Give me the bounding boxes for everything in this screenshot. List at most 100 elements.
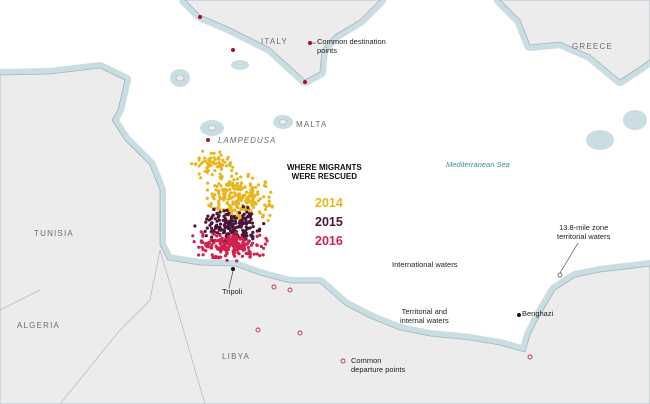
rescue-point-2014 xyxy=(262,195,266,199)
rescue-point-2015 xyxy=(224,212,228,216)
rescue-point-2015 xyxy=(218,210,222,214)
label-tunisia: TUNISIA xyxy=(34,229,74,238)
rescue-point-2016 xyxy=(237,245,241,249)
rescue-point-2014 xyxy=(248,191,252,195)
rescue-point-2014 xyxy=(230,209,234,213)
rescue-point-2014 xyxy=(267,195,271,199)
rescue-point-2015 xyxy=(237,211,242,215)
rescue-point-2014 xyxy=(244,199,248,203)
rescue-point-2014 xyxy=(234,171,239,176)
rescue-point-2014 xyxy=(210,173,214,177)
rescue-point-2014 xyxy=(264,207,268,212)
rescue-point-2014 xyxy=(251,176,255,180)
rescue-point-2014 xyxy=(262,184,266,188)
departure-point xyxy=(340,358,346,364)
rescue-point-2014 xyxy=(197,164,201,168)
rescue-point-2016 xyxy=(225,258,229,262)
rescue-point-2016 xyxy=(201,234,205,238)
rescue-point-2014 xyxy=(207,158,211,162)
rescue-point-2014 xyxy=(266,218,270,223)
rescue-point-2014 xyxy=(205,196,209,200)
rescue-point-2016 xyxy=(261,253,265,257)
rescue-point-2014 xyxy=(241,186,245,190)
rescue-point-2015 xyxy=(250,221,254,225)
rescue-point-2014 xyxy=(258,211,262,215)
label-international-waters: International waters xyxy=(392,260,458,269)
rescue-point-2016 xyxy=(235,259,239,263)
rescue-point-2015 xyxy=(229,216,233,221)
label-greece: GREECE xyxy=(572,42,613,51)
rescue-point-2016 xyxy=(212,255,216,260)
rescue-point-2014 xyxy=(218,172,222,176)
rescue-point-2014 xyxy=(235,204,239,208)
rescue-point-2014 xyxy=(239,186,243,190)
rescue-point-2014 xyxy=(261,215,265,219)
rescue-point-2016 xyxy=(258,254,262,258)
rescue-point-2016 xyxy=(214,244,218,248)
rescue-point-2016 xyxy=(258,233,262,237)
rescue-point-2016 xyxy=(215,234,219,238)
rescue-point-2014 xyxy=(253,201,257,205)
rescue-point-2014 xyxy=(256,190,260,194)
rescue-point-2014 xyxy=(239,207,243,211)
rescue-point-2015 xyxy=(204,220,208,224)
rescue-point-2016 xyxy=(192,240,196,244)
rescue-point-2015 xyxy=(241,222,245,226)
rescue-point-2014 xyxy=(267,203,271,208)
label-lampedusa: LAMPEDUSA xyxy=(218,136,277,145)
rescue-point-2014 xyxy=(218,207,222,211)
rescue-point-2015 xyxy=(248,212,252,216)
rescue-point-2014 xyxy=(212,151,216,155)
rescue-point-2016 xyxy=(225,241,229,245)
rescue-point-2014 xyxy=(229,196,233,200)
rescue-point-2014 xyxy=(242,194,246,198)
destination-point xyxy=(206,138,210,142)
tripoli-marker xyxy=(231,267,235,271)
rescue-point-2015 xyxy=(246,206,250,210)
rescue-point-2015 xyxy=(230,223,234,227)
rescue-point-2016 xyxy=(265,239,269,243)
rescue-point-2014 xyxy=(197,158,201,162)
rescue-point-2016 xyxy=(243,242,247,246)
rescue-point-2014 xyxy=(233,191,237,195)
rescue-point-2016 xyxy=(223,237,227,241)
rescue-point-2014 xyxy=(264,204,268,209)
rescue-point-2014 xyxy=(230,169,234,173)
rescue-point-2014 xyxy=(214,188,218,192)
rescue-point-2015 xyxy=(210,215,214,219)
rescue-point-2015 xyxy=(222,214,226,218)
rescue-point-2015 xyxy=(209,230,213,234)
rescue-point-2015 xyxy=(210,221,214,225)
rescue-point-2015 xyxy=(241,228,245,232)
rescue-point-2014 xyxy=(251,189,255,193)
rescue-point-2016 xyxy=(259,244,263,249)
rescue-point-2014 xyxy=(222,192,226,197)
rescue-point-2014 xyxy=(227,194,231,198)
rescue-point-2015 xyxy=(235,225,239,229)
rescue-point-2016 xyxy=(263,242,267,246)
rescue-point-2015 xyxy=(227,211,231,215)
rescue-point-2014 xyxy=(232,178,236,182)
rescue-point-2015 xyxy=(243,216,247,220)
italy-land xyxy=(184,0,381,81)
rescue-point-2014 xyxy=(213,193,217,197)
leader-lines xyxy=(228,42,579,289)
rescue-point-2015 xyxy=(251,235,255,239)
rescue-point-2014 xyxy=(263,180,267,184)
rescue-point-2016 xyxy=(216,247,220,251)
rescue-point-2014 xyxy=(231,165,235,169)
rescue-point-2015 xyxy=(217,228,221,232)
rescue-point-2014 xyxy=(245,190,249,194)
rescue-point-2015 xyxy=(215,231,219,235)
rescue-point-2014 xyxy=(229,191,233,195)
rescue-point-2015 xyxy=(247,220,251,224)
rescue-point-2014 xyxy=(218,195,222,199)
rescue-point-2016 xyxy=(210,243,214,247)
rescue-point-2014 xyxy=(201,149,205,153)
rescue-point-2014 xyxy=(209,151,213,155)
rescue-point-2014 xyxy=(204,159,208,163)
rescue-point-2016 xyxy=(223,254,228,258)
rescue-point-2014 xyxy=(254,185,258,189)
rescue-point-2016 xyxy=(210,253,214,257)
